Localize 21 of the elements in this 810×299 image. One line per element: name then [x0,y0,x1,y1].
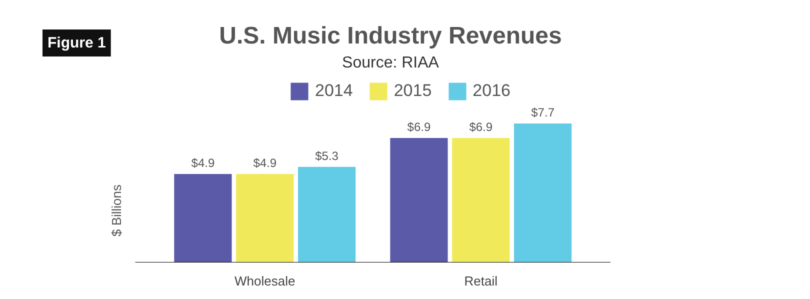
bar [452,138,510,262]
data-label: $4.9 [191,156,215,170]
data-label: $7.7 [531,106,555,120]
bar [236,174,294,262]
bar [514,124,572,262]
chart-subtitle: Source: RIAA [342,54,440,72]
data-label: $6.9 [469,120,493,134]
data-label: $6.9 [407,120,431,134]
data-label: $5.3 [315,148,339,163]
caption: Figure 1 [48,34,106,52]
data-label: $4.9 [253,156,277,170]
x-tick-label: Wholesale [234,274,296,288]
bar [390,138,448,262]
bar [298,166,356,262]
x-tick-label: Retail [464,274,498,288]
chart-title: U.S. Music Industry Revenues [219,22,562,50]
legend-label: 2016 [472,80,510,102]
legend-label: 2014 [315,80,353,102]
bar [174,174,232,262]
y-axis-title: $ Billions [109,184,124,237]
legend-label: 2015 [394,80,432,102]
